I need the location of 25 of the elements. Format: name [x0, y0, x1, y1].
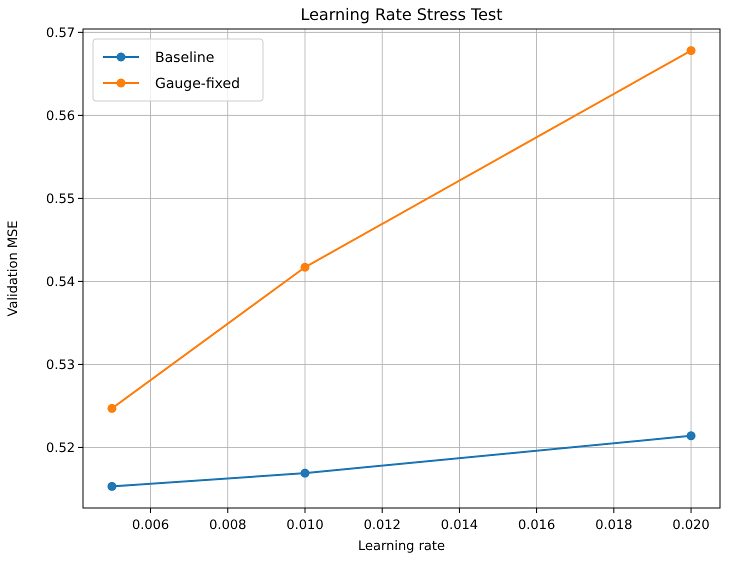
x-tick-label: 0.010 — [286, 518, 324, 533]
x-axis-title: Learning rate — [358, 539, 445, 554]
x-tick-label: 0.006 — [132, 518, 170, 533]
point — [686, 431, 696, 440]
x-tick-label: 0.016 — [518, 518, 556, 533]
y-tick-label: 0.52 — [46, 440, 75, 456]
x-tick-label: 0.018 — [595, 518, 632, 533]
y-tick-label: 0.54 — [46, 274, 75, 290]
point — [300, 262, 310, 272]
legend-label: Gauge-fixed — [155, 76, 240, 92]
y-tick-label: 0.57 — [46, 26, 75, 41]
y-tick-label: 0.55 — [46, 192, 75, 207]
legend-label: Baseline — [155, 50, 214, 66]
x-tick-label: 0.014 — [440, 518, 478, 533]
x-tick-label: 0.020 — [672, 518, 710, 533]
point — [107, 482, 116, 491]
point — [686, 46, 696, 56]
x-tick-label: 0.012 — [364, 518, 401, 533]
point — [107, 404, 116, 413]
y-tick-label: 0.56 — [46, 108, 75, 124]
x-tick-label: 0.008 — [209, 518, 246, 533]
point — [300, 468, 310, 478]
y-tick-label: 0.53 — [46, 358, 75, 373]
chart-title: Learning Rate Stress Test — [300, 5, 503, 24]
y-axis-title: Validation MSE — [6, 220, 21, 317]
